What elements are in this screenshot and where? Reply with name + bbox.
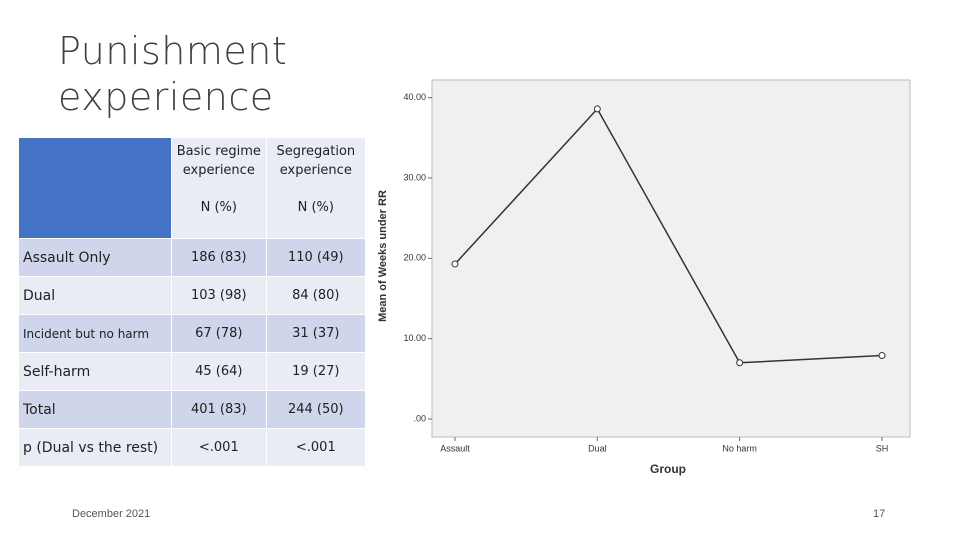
table-row: Incident but no harm 67 (78) 31 (37) bbox=[18, 314, 367, 353]
table-cell: 67 (78) bbox=[171, 314, 267, 353]
table-cell: <.001 bbox=[265, 428, 367, 467]
y-axis-label: Mean of Weeks under RR bbox=[377, 190, 389, 322]
header-unit: N (%) bbox=[297, 200, 334, 215]
table-cell: <.001 bbox=[171, 428, 267, 467]
header-title: Segregation experience bbox=[276, 144, 356, 178]
header-cell bbox=[18, 137, 172, 239]
table-cell: 110 (49) bbox=[265, 238, 367, 277]
x-tick-label: SH bbox=[876, 443, 889, 453]
y-tick-label: .00 bbox=[413, 413, 426, 423]
point bbox=[451, 260, 459, 268]
table-cell: 244 (50) bbox=[265, 390, 367, 429]
y-tick-label: 20.00 bbox=[403, 253, 426, 263]
table-row: Assault Only 186 (83) 110 (49) bbox=[18, 238, 367, 277]
plot-area bbox=[431, 79, 911, 438]
table-cell: Incident but no harm bbox=[18, 314, 172, 353]
point bbox=[878, 352, 886, 360]
footer-date: December 2021 bbox=[72, 508, 151, 520]
header-unit: N (%) bbox=[200, 200, 237, 215]
table-cell: 103 (98) bbox=[171, 276, 267, 315]
table-row: Total 401 (83) 244 (50) bbox=[18, 390, 367, 429]
y-tick-label: 30.00 bbox=[403, 172, 426, 182]
header-cell: Segregation experience N (%) bbox=[265, 137, 367, 239]
table-cell: p (Dual vs the rest) bbox=[18, 428, 172, 467]
table-cell: Dual bbox=[18, 276, 172, 315]
table-row: Self-harm 45 (64) 19 (27) bbox=[18, 352, 367, 391]
table-cell: Total bbox=[18, 390, 172, 429]
table-cell: Self-harm bbox=[18, 352, 172, 391]
slide-title: Punishment experience bbox=[58, 29, 288, 119]
table-cell: 31 (37) bbox=[265, 314, 367, 353]
header-row: Basic regime experience N (%) Segregation … bbox=[18, 137, 367, 239]
header-cell: Basic regime experience N (%) bbox=[171, 137, 267, 239]
data-table: Basic regime experience N (%) Segregation … bbox=[18, 137, 367, 467]
point bbox=[593, 105, 601, 113]
table-cell: 84 (80) bbox=[265, 276, 367, 315]
x-axis-label: Group bbox=[650, 462, 686, 476]
table-row: Dual 103 (98) 84 (80) bbox=[18, 276, 367, 315]
y-tick-label: 10.00 bbox=[403, 333, 426, 343]
x-tick-label: Dual bbox=[588, 443, 607, 453]
x-tick-label: No harm bbox=[722, 443, 757, 453]
header-title: Basic regime experience bbox=[176, 144, 261, 178]
table-cell: Assault Only bbox=[18, 238, 172, 277]
y-tick-label: 40.00 bbox=[403, 92, 426, 102]
table-cell: 401 (83) bbox=[171, 390, 267, 429]
point bbox=[736, 359, 744, 367]
table-row: p (Dual vs the rest) <.001 <.001 bbox=[18, 428, 367, 467]
page-number: 17 bbox=[873, 508, 886, 520]
x-tick-label: Assault bbox=[440, 443, 470, 453]
line bbox=[454, 107, 883, 364]
